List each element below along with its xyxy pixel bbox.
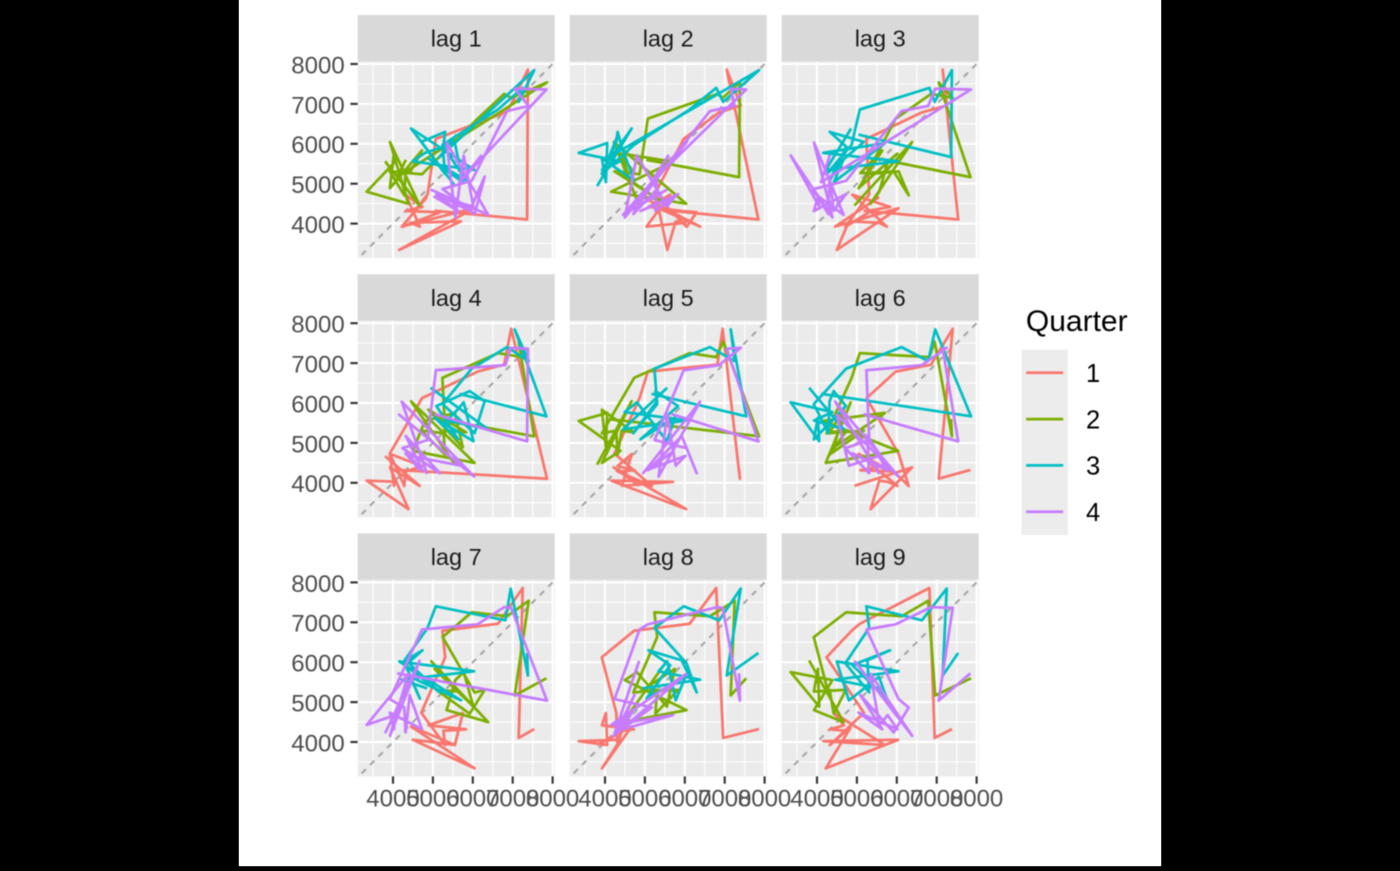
svg-text:6000: 6000 — [291, 391, 344, 418]
svg-text:4: 4 — [1086, 499, 1100, 527]
svg-text:8000: 8000 — [950, 786, 1003, 813]
svg-text:lag 4: lag 4 — [431, 285, 482, 311]
svg-text:5000: 5000 — [830, 786, 883, 813]
svg-text:7000: 7000 — [291, 611, 344, 638]
svg-text:4000: 4000 — [291, 730, 344, 757]
svg-text:7000: 7000 — [698, 786, 751, 813]
svg-text:7000: 7000 — [486, 786, 539, 813]
svg-text:lag 2: lag 2 — [643, 26, 694, 52]
svg-text:4000: 4000 — [291, 212, 344, 239]
svg-text:8000: 8000 — [291, 571, 344, 598]
svg-text:lag 7: lag 7 — [431, 544, 482, 570]
svg-text:7000: 7000 — [291, 352, 344, 379]
svg-text:lag 3: lag 3 — [855, 26, 906, 52]
svg-text:lag 1: lag 1 — [431, 26, 482, 52]
svg-text:8000: 8000 — [291, 312, 344, 339]
svg-text:8000: 8000 — [526, 786, 579, 813]
svg-text:8000: 8000 — [291, 52, 344, 79]
svg-text:6000: 6000 — [291, 651, 344, 678]
svg-text:7000: 7000 — [291, 92, 344, 119]
svg-text:5000: 5000 — [291, 172, 344, 199]
svg-text:lag 5: lag 5 — [643, 285, 694, 311]
svg-text:lag 6: lag 6 — [855, 285, 906, 311]
svg-text:lag 8: lag 8 — [643, 544, 694, 570]
svg-text:2: 2 — [1086, 406, 1100, 434]
svg-text:4000: 4000 — [366, 786, 419, 813]
svg-text:6000: 6000 — [658, 786, 711, 813]
svg-text:6000: 6000 — [446, 786, 499, 813]
svg-text:4000: 4000 — [790, 786, 843, 813]
svg-text:5000: 5000 — [406, 786, 459, 813]
svg-text:6000: 6000 — [291, 132, 344, 159]
svg-text:5000: 5000 — [291, 431, 344, 458]
svg-text:1: 1 — [1086, 360, 1100, 388]
svg-text:7000: 7000 — [910, 786, 963, 813]
svg-text:4000: 4000 — [291, 471, 344, 498]
svg-text:3: 3 — [1086, 453, 1100, 481]
svg-text:8000: 8000 — [738, 786, 791, 813]
svg-text:5000: 5000 — [618, 786, 671, 813]
svg-text:lag 9: lag 9 — [855, 544, 906, 570]
svg-text:5000: 5000 — [291, 691, 344, 718]
svg-text:4000: 4000 — [578, 786, 631, 813]
svg-text:Quarter: Quarter — [1026, 305, 1128, 338]
svg-text:6000: 6000 — [870, 786, 923, 813]
